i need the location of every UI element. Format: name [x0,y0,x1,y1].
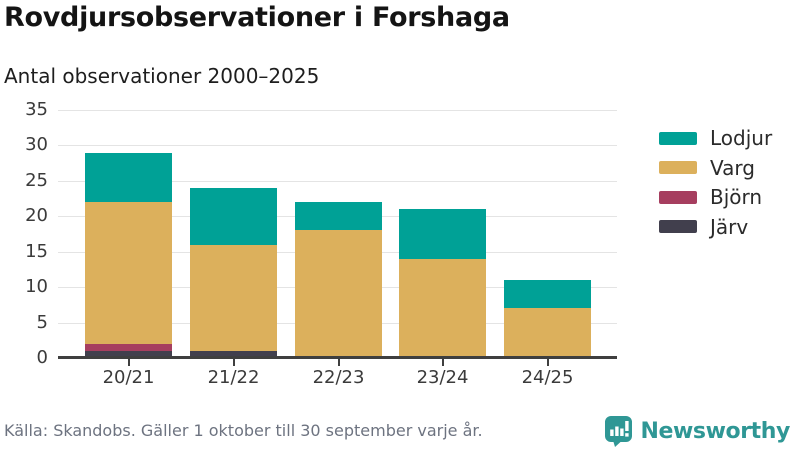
bar-segment-lodjur [190,187,277,245]
bar-segment-lodjur [504,280,591,309]
y-tick-label: 5 [36,311,48,333]
bar-segment-lodjur [295,202,382,231]
legend-swatch [659,131,697,145]
gridline [58,110,617,111]
legend-label: Järv [710,214,749,239]
chart-subtitle: Antal observationer 2000–2025 [4,64,320,88]
y-tick-label: 35 [25,99,48,120]
legend-label: Lodjur [710,126,773,150]
y-tick-label: 30 [25,134,48,156]
x-tick-label: 21/22 [207,367,260,388]
bar-segment-varg [295,230,382,358]
bar-segment-jrv [85,350,172,358]
x-tick-mark [546,359,549,366]
x-tick-label: 24/25 [521,367,574,388]
brand-name: Newsworthy [640,418,790,444]
x-tick-mark [441,359,444,366]
x-tick-mark [337,359,340,366]
legend-item-varg: Varg [659,155,755,180]
bar-segment-bjrn [85,343,172,351]
legend-item-lodjur: Lodjur [659,126,773,150]
legend-label: Björn [710,185,763,209]
y-tick-label: 25 [25,169,48,191]
chart-title: Rovdjursobservationer i Forshaga [4,2,510,33]
gridline [58,145,617,147]
y-tick-label: 10 [25,276,48,298]
y-tick-label: 0 [36,347,48,368]
bar-segment-varg [85,202,172,344]
bar-segment-varg [504,308,591,358]
gridline [58,180,617,182]
x-tick-label: 23/24 [416,367,469,388]
y-tick-label: 15 [25,240,48,262]
legend-swatch [659,220,697,233]
bar-segment-lodjur [399,209,486,259]
x-tick-label: 20/21 [102,367,155,388]
x-tick-label: 22/23 [312,367,365,388]
x-tick-mark [232,359,235,366]
legend-swatch [659,190,697,204]
legend-item-jrv: Järv [659,214,749,239]
source-note: Källa: Skandobs. Gäller 1 oktober till 3… [4,421,483,440]
bar-segment-varg [190,244,277,351]
legend-swatch [659,161,697,174]
bar-segment-jrv [190,350,277,358]
x-tick-mark [127,359,130,366]
x-axis-line [58,356,617,359]
legend-label: Varg [710,155,755,180]
bar-segment-lodjur [85,152,172,203]
y-tick-label: 20 [25,205,48,227]
bar-segment-varg [399,258,486,358]
newsworthy-icon [604,415,633,447]
brand-logo[interactable]: Newsworthy [604,415,790,447]
legend-item-bjrn: Björn [659,185,763,209]
